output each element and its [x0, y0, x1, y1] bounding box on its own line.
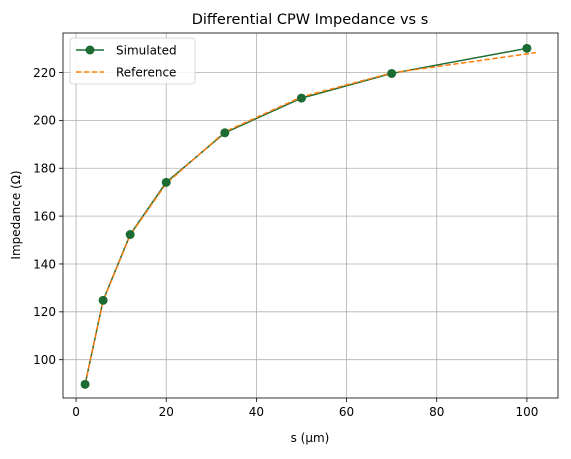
x-tick-label: 60	[339, 405, 354, 419]
y-tick-label: 200	[33, 114, 56, 128]
chart-title: Differential CPW Impedance vs s	[192, 12, 429, 28]
data-point-simulated	[125, 230, 135, 240]
legend-label-reference: Reference	[116, 66, 176, 80]
data-point-simulated	[220, 128, 230, 138]
data-point-simulated	[387, 68, 397, 78]
grid-layer	[63, 33, 558, 398]
y-tick-label: 160	[33, 209, 56, 223]
tick-layer: 0 20 40 60 80 100 100 120 140 160 180 200 220	[33, 66, 538, 419]
legend-marker-simulated	[85, 45, 95, 55]
y-tick-label: 120	[33, 305, 56, 319]
x-tick-label: 100	[515, 405, 538, 419]
x-tick-label: 20	[159, 405, 174, 419]
x-axis-label: s (µm)	[291, 431, 330, 445]
y-axis-label: Impedance (Ω)	[9, 170, 23, 259]
y-tick-label: 100	[33, 353, 56, 367]
data-point-simulated	[80, 379, 90, 389]
y-tick-label: 140	[33, 257, 56, 271]
data-point-simulated	[98, 295, 108, 305]
data-point-simulated	[296, 93, 306, 103]
series-line-reference	[84, 51, 537, 385]
data-point-simulated	[161, 177, 171, 187]
legend: Simulated Reference	[69, 37, 196, 85]
y-tick-label: 220	[33, 66, 56, 80]
series-layer	[80, 43, 537, 389]
legend-label-simulated: Simulated	[116, 44, 177, 58]
x-tick-label: 40	[249, 405, 264, 419]
data-point-simulated	[522, 43, 532, 53]
plot-frame	[62, 32, 559, 399]
y-tick-label: 180	[33, 162, 56, 176]
plot-area	[63, 33, 558, 398]
x-tick-label: 0	[72, 405, 80, 419]
x-tick-label: 80	[429, 405, 444, 419]
